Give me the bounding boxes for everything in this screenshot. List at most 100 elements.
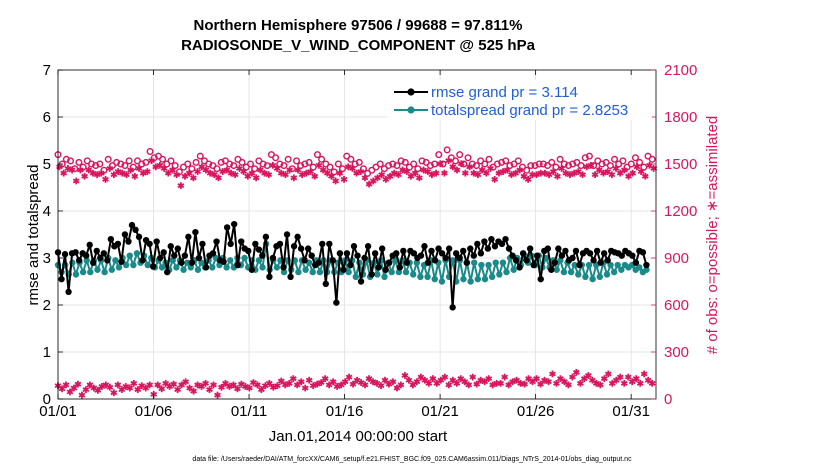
obs-low-marker [632, 375, 640, 383]
obs-low-marker [277, 377, 285, 385]
obs-low-marker [82, 386, 90, 393]
obs-assimilated-marker [131, 172, 139, 180]
rmse-point [149, 263, 157, 270]
rmse-point [428, 247, 435, 255]
obs-assimilated-marker [411, 169, 419, 177]
rmse-point [93, 247, 100, 255]
x-tick-label: 01/21 [421, 403, 459, 420]
rmse-point [484, 245, 492, 252]
rmse-point [128, 221, 136, 229]
rmse-point [371, 250, 379, 257]
obs-assimilated-marker [194, 168, 201, 175]
rmse-point [234, 261, 241, 269]
obs-possible-marker [410, 160, 418, 168]
obs-possible-marker [418, 157, 426, 165]
rmse-point [438, 250, 446, 257]
obs-low-marker [170, 380, 178, 388]
obs-possible-marker [305, 158, 313, 166]
obs-low-marker [66, 388, 74, 396]
totalspread-point [259, 264, 266, 271]
y-left-tick-label: 2 [43, 297, 51, 314]
obs-assimilated-marker [432, 169, 440, 177]
obs-assimilated-marker [554, 172, 561, 180]
obs-assimilated-marker [633, 163, 641, 171]
rmse-point [319, 240, 326, 248]
rmse-point [255, 246, 263, 253]
totalspread-point [126, 252, 133, 259]
obs-assimilated-marker [286, 166, 294, 174]
rmse-point [160, 249, 167, 256]
obs-assimilated-marker [202, 166, 210, 174]
obs-possible-marker [313, 151, 321, 159]
obs-low-marker [485, 375, 493, 383]
obs-possible-marker [246, 160, 254, 168]
rmse-point [481, 238, 488, 245]
obs-assimilated-marker [503, 166, 511, 174]
rmse-point [245, 247, 252, 255]
obs-assimilated-marker [604, 168, 612, 175]
rmse-point [576, 261, 583, 269]
obs-low-marker [182, 378, 190, 386]
obs-possible-marker [217, 158, 225, 166]
obs-possible-marker [535, 160, 543, 168]
rmse-point [639, 249, 647, 256]
obs-assimilated-marker [482, 169, 490, 177]
obs-possible-marker [75, 158, 83, 166]
rmse-point [643, 261, 650, 269]
obs-low-marker [604, 370, 612, 378]
rmse-point [357, 278, 365, 285]
obs-possible-marker [527, 162, 535, 170]
rmse-point [121, 231, 129, 238]
obs-assimilated-marker [173, 171, 181, 179]
totalspread-point [223, 264, 230, 271]
rmse-point [227, 240, 234, 248]
obs-assimilated-marker [160, 165, 168, 172]
obs-low-marker [620, 379, 628, 387]
rmse-point [548, 266, 555, 273]
rmse-point [572, 247, 580, 255]
obs-assimilated-marker [215, 174, 222, 182]
obs-low-marker [293, 381, 301, 389]
obs-assimilated-marker [210, 171, 218, 179]
rmse-point [403, 259, 411, 266]
y-axis-right-label: # of obs: o=possible; ∗=assimilated [704, 116, 721, 355]
totalspread-point [488, 273, 496, 280]
totalspread-point [567, 268, 575, 276]
obs-assimilated-marker [56, 163, 63, 171]
rmse-point [297, 245, 305, 252]
totalspread-point [72, 271, 80, 278]
obs-assimilated-marker [336, 169, 344, 177]
rmse-point [75, 257, 83, 264]
obs-low-marker [206, 386, 213, 393]
obs-assimilated-marker [273, 165, 281, 172]
obs-low-marker [549, 370, 556, 378]
obs-low-marker [648, 379, 656, 387]
obs-possible-marker [472, 162, 480, 170]
obs-low-marker [521, 380, 528, 388]
obs-possible-marker [493, 160, 501, 168]
totalspread-point [94, 266, 101, 273]
obs-low-marker [473, 380, 481, 388]
totalspread-point [492, 259, 499, 266]
obs-assimilated-marker [348, 165, 356, 172]
obs-possible-marker [606, 162, 614, 170]
obs-possible-marker [464, 154, 472, 162]
obs-low-marker [545, 378, 552, 386]
rmse-point [530, 261, 537, 269]
obs-assimilated-marker [189, 174, 197, 182]
obs-low-marker [573, 368, 580, 376]
obs-assimilated-marker [641, 172, 649, 180]
rmse-point [526, 245, 534, 252]
rmse-point [534, 252, 541, 259]
obs-assimilated-marker [102, 176, 109, 183]
totalspread-point [302, 266, 309, 273]
rmse-point [382, 266, 389, 273]
totalspread-point [496, 271, 503, 278]
obs-assimilated-marker [612, 165, 620, 172]
rmse-point [185, 233, 192, 241]
obs-possible-marker [548, 158, 556, 166]
y-left-tick-label: 6 [43, 109, 51, 126]
rmse-point [174, 245, 182, 252]
obs-assimilated-marker [415, 174, 423, 182]
